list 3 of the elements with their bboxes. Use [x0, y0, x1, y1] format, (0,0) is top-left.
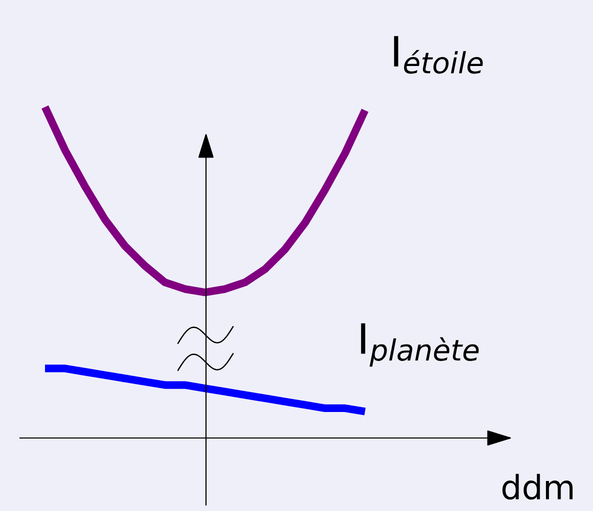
series-label: I$_{étoile}$ [394, 36, 483, 74]
series-label: I$_{planète}$ [361, 323, 479, 367]
x-axis-title: ddm [502, 474, 573, 500]
